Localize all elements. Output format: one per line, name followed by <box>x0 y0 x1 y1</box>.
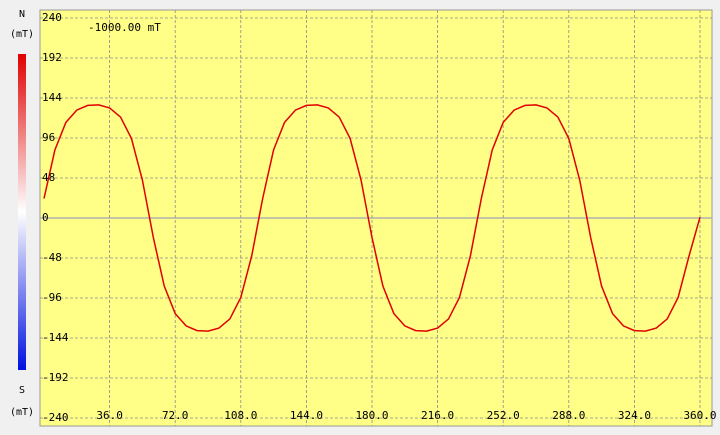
x-tick-label: 252.0 <box>487 409 520 422</box>
x-tick-label: 324.0 <box>618 409 651 422</box>
y-tick-label: -240 <box>42 411 69 424</box>
colorbar-top: N <box>19 9 25 20</box>
y-tick-label: 96 <box>42 131 55 144</box>
y-tick-label: 0 <box>42 211 49 224</box>
x-tick-label: 144.0 <box>290 409 323 422</box>
y-tick-label: 144 <box>42 91 62 104</box>
annotation: -1000.00 mT <box>88 21 161 34</box>
y-tick-label: -144 <box>42 331 69 344</box>
x-tick-label: 72.0 <box>162 409 189 422</box>
colorbar-bottom-unit: (mT) <box>10 407 34 418</box>
y-tick-label: 192 <box>42 51 62 64</box>
x-tick-label: 216.0 <box>421 409 454 422</box>
colorbar-bottom: S <box>19 385 25 396</box>
x-tick-label: 360.0 <box>683 409 716 422</box>
y-tick-label: -48 <box>42 251 62 264</box>
marks <box>43 104 701 332</box>
colorbar-top-unit: (mT) <box>10 29 34 40</box>
y-tick-label: 48 <box>42 171 55 184</box>
y-tick-label: -192 <box>42 371 69 384</box>
colorbar <box>18 54 26 370</box>
y-tick-label: -96 <box>42 291 62 304</box>
x-tick-label: 180.0 <box>355 409 388 422</box>
x-tick-label: 288.0 <box>552 409 585 422</box>
y-tick-label: 240 <box>42 11 62 24</box>
data-line <box>43 104 701 332</box>
x-tick-label: 108.0 <box>224 409 257 422</box>
x-tick-label: 36.0 <box>96 409 123 422</box>
